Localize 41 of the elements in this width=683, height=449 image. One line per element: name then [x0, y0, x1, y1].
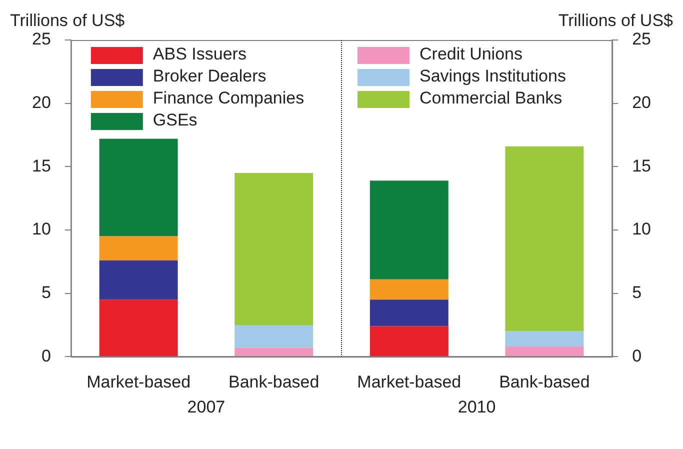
bar: [505, 331, 584, 346]
legend-label: Broker Dealers: [152, 66, 266, 86]
bar: [234, 324, 314, 348]
bar: [370, 180, 448, 280]
bar: [99, 260, 178, 300]
legend-label: Credit Unions: [420, 44, 522, 64]
x-tick-label: Market-based: [86, 372, 191, 392]
bar: [370, 300, 448, 326]
y2-tick-label: 10: [632, 220, 652, 239]
bar: [234, 172, 314, 325]
y-tick-label: 20: [32, 93, 51, 112]
y2-tick-label: 0: [632, 346, 642, 366]
bar: [234, 348, 314, 356]
y-tick-label: 5: [41, 282, 51, 302]
y-tick-label: 25: [32, 30, 51, 49]
x-tick-label: Bank-based: [499, 372, 590, 392]
text: 2010: [458, 398, 496, 417]
bar: [370, 326, 448, 356]
y2-tick-label: 20: [632, 93, 652, 112]
bar: [505, 146, 584, 332]
y2-tick-label: 15: [632, 156, 652, 176]
legend-label: Savings Institutions: [420, 66, 566, 86]
bar: [370, 279, 448, 300]
y-tick-label: 15: [32, 156, 51, 176]
text: 2007: [187, 398, 226, 417]
y2-tick-label: 5: [632, 282, 642, 302]
legend-label: ABS Issuers: [152, 44, 246, 64]
y-tick-label: 0: [41, 346, 51, 366]
legend-label: Finance Companies: [152, 88, 304, 108]
bar: [99, 138, 178, 236]
legend-label: GSEs: [152, 110, 198, 130]
y2-tick-label: 25: [632, 30, 652, 49]
y2-axis-title: Trillions of US$: [558, 11, 674, 30]
x-tick-label: Market-based: [357, 372, 462, 392]
legend-label: Commercial Banks: [420, 88, 562, 108]
bar: [505, 346, 584, 356]
bar: [99, 300, 178, 356]
bar: [99, 236, 178, 260]
y-tick-label: 10: [32, 220, 51, 239]
y-axis-title: Trillions of US$: [10, 11, 126, 30]
x-tick-label: Bank-based: [228, 372, 320, 392]
